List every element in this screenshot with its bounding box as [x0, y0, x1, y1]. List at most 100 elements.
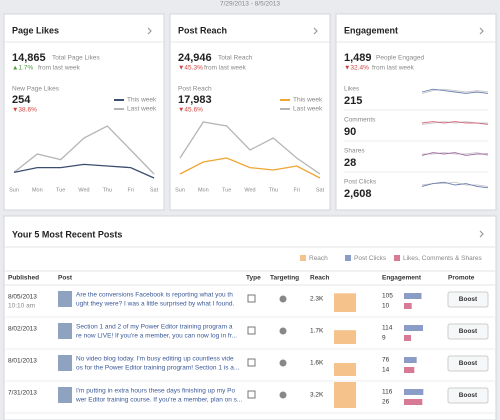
sub-value: 254: [12, 94, 31, 106]
post-text[interactable]: I'm putting in extra hours these days fi…: [76, 388, 236, 395]
series-line: [421, 121, 489, 125]
chevron[interactable]: [147, 27, 152, 35]
reach-bar: [334, 382, 356, 408]
type-icon: [247, 294, 256, 303]
likes-bar: [404, 399, 423, 405]
change: ▲1.7%: [12, 65, 33, 72]
post-text[interactable]: wer Editor training course. If you're a …: [75, 397, 243, 404]
change-note: from last week: [38, 65, 81, 72]
reach-label: 1.7K: [310, 328, 324, 335]
likes-value: 10: [382, 303, 390, 310]
post-text[interactable]: os for the Power Editor training program…: [76, 365, 239, 372]
targeting-icon: [279, 295, 287, 303]
total: 14,865: [12, 52, 46, 64]
legend-label: This week: [293, 97, 323, 104]
sub-change: ▼45.6%: [178, 107, 203, 114]
legend-label: This week: [127, 97, 157, 104]
post-text[interactable]: re now LIVE! If you're a member, you can…: [76, 333, 237, 340]
clicks-value: 76: [382, 357, 390, 364]
sub-label: Post Reach: [178, 86, 212, 93]
series-line: [421, 88, 489, 94]
series-line: [421, 88, 489, 94]
post-text[interactable]: ught they were? I was a little surprised…: [76, 301, 234, 308]
clicks-value: 105: [382, 293, 393, 300]
boost-button[interactable]: [447, 355, 489, 372]
x-tick-label: Wed: [244, 187, 255, 193]
legend-swatch: [345, 255, 351, 261]
total-label: Total Page Likes: [52, 55, 100, 62]
x-tick-label: Fri: [293, 187, 299, 193]
published-date: 8/01/2013: [8, 358, 37, 365]
post-thumbnail: [58, 323, 72, 339]
chevron[interactable]: [313, 27, 318, 35]
reach-label: 1.6K: [310, 360, 324, 367]
type-icon: [247, 358, 256, 367]
metric-value: 28: [344, 157, 356, 169]
metric-label: Likes: [344, 86, 360, 93]
likes-bar: [404, 367, 415, 373]
chevron[interactable]: [479, 27, 484, 35]
type-icon: [247, 390, 256, 399]
panel: [3, 13, 165, 211]
legend-swatch: [394, 255, 400, 261]
total-label: People Engaged: [376, 55, 424, 62]
likes-bar: [404, 303, 412, 309]
chevron[interactable]: [479, 230, 484, 238]
x-tick-label: Sun: [9, 187, 19, 193]
published-date: 8/02/2013: [8, 326, 37, 333]
type-icon: [247, 326, 256, 335]
change: ▼45.3%: [178, 65, 203, 72]
clicks-value: 116: [382, 389, 393, 396]
likes-value: 9: [382, 335, 386, 342]
change-note: from last week: [204, 65, 247, 72]
metric-value: 2,608: [344, 188, 372, 200]
panel: [3, 215, 497, 420]
sub-change: ▼38.6%: [12, 107, 37, 114]
reach-label: 2.3K: [310, 296, 324, 303]
column-header: Engagement: [382, 275, 422, 282]
post-text[interactable]: Section 1 and 2 of my Power Editor train…: [76, 324, 233, 331]
legend-label: Post Clicks: [354, 255, 387, 262]
reach-bar: [334, 293, 356, 312]
x-tick-label: Wed: [78, 187, 89, 193]
series-line: [421, 181, 489, 189]
boost-label[interactable]: Boost: [459, 392, 478, 399]
x-tick-label: Tue: [222, 187, 231, 193]
clicks-bar: [404, 357, 417, 363]
legend-label: Last week: [127, 106, 157, 113]
post-thumbnail: [58, 291, 72, 307]
chevrons: [147, 27, 484, 238]
boost-label[interactable]: Boost: [459, 328, 478, 335]
post-text[interactable]: Are the conversions Facebook is reportin…: [76, 292, 233, 299]
panel-title: Post Reach: [178, 25, 227, 35]
panel-title: Engagement: [344, 25, 398, 35]
change: ▼32.4%: [344, 65, 369, 72]
legend-label: Last week: [293, 106, 323, 113]
published-date: 8/05/2013: [8, 294, 37, 301]
metric-label: Post Clicks: [344, 179, 377, 186]
series-line: [179, 121, 321, 175]
x-tick-label: Mon: [32, 187, 43, 193]
column-header: Promote: [448, 275, 475, 282]
x-tick-label: Sun: [175, 187, 185, 193]
column-header: Post: [58, 275, 73, 282]
clicks-bar: [404, 325, 423, 331]
reach-label: 3.2K: [310, 392, 324, 399]
x-tick-label: Sat: [150, 187, 159, 193]
reach-bar: [334, 363, 356, 376]
boost-label[interactable]: Boost: [459, 296, 478, 303]
boost-button[interactable]: [447, 291, 489, 308]
boost-button[interactable]: [447, 387, 489, 404]
series-line: [421, 152, 488, 156]
likes-value: 14: [382, 367, 390, 374]
date-range: 7/29/2013 - 8/5/2013: [220, 1, 280, 8]
post-thumbnail: [58, 387, 72, 403]
published-date: 7/31/2013: [8, 390, 37, 397]
boost-button[interactable]: [447, 323, 489, 340]
boost-label[interactable]: Boost: [459, 360, 478, 367]
post-text[interactable]: No video blog today. I'm busy editing up…: [76, 356, 234, 363]
legend-label: Likes, Comments & Shares: [403, 255, 483, 262]
targeting-icon: [279, 391, 287, 399]
clicks-value: 114: [382, 325, 393, 332]
